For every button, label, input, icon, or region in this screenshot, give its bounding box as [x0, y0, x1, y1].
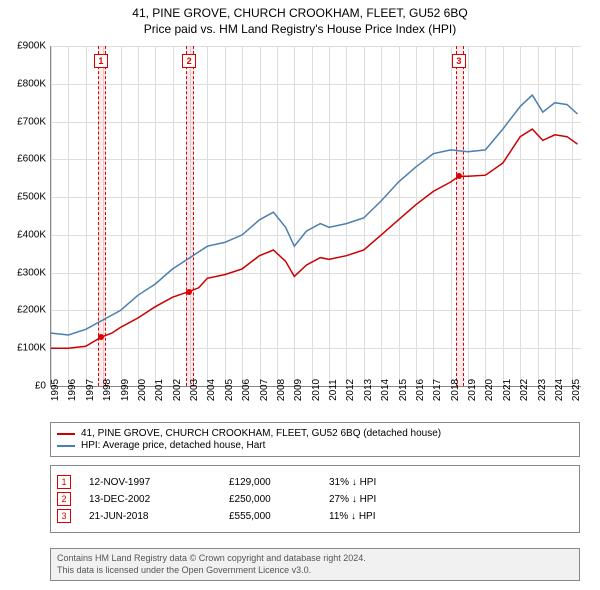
legend-label: 41, PINE GROVE, CHURCH CROOKHAM, FLEET, … — [81, 428, 441, 439]
x-axis-label: 2022 — [519, 379, 530, 401]
x-axis-label: 2018 — [450, 379, 461, 401]
sale-row-diff: 27% ↓ HPI — [329, 494, 429, 505]
sale-point — [98, 334, 104, 340]
legend-item: HPI: Average price, detached house, Hart — [57, 440, 573, 451]
sale-row-date: 13-DEC-2002 — [89, 494, 229, 505]
footer-line-2: This data is licensed under the Open Gov… — [57, 565, 573, 577]
x-axis-label: 2001 — [154, 379, 165, 401]
legend-box: 41, PINE GROVE, CHURCH CROOKHAM, FLEET, … — [50, 422, 580, 457]
chart-subtitle: Price paid vs. HM Land Registry's House … — [0, 20, 600, 36]
x-axis-label: 2014 — [380, 379, 391, 401]
footer-attribution: Contains HM Land Registry data © Crown c… — [50, 548, 580, 581]
x-axis-label: 2017 — [432, 379, 443, 401]
series-hpi — [51, 95, 578, 335]
y-axis-label: £900K — [17, 41, 46, 52]
sale-row: 1 12-NOV-1997£129,00031% ↓ HPI — [57, 475, 573, 489]
sale-row-price: £555,000 — [229, 511, 329, 522]
x-axis-label: 2015 — [398, 379, 409, 401]
legend-swatch — [57, 445, 75, 447]
x-axis-label: 2013 — [363, 379, 374, 401]
x-axis-label: 2023 — [537, 379, 548, 401]
y-axis-label: £400K — [17, 229, 46, 240]
legend-swatch — [57, 433, 75, 435]
x-axis-label: 2011 — [328, 379, 339, 401]
x-axis-label: 2003 — [189, 379, 200, 401]
sale-row-price: £250,000 — [229, 494, 329, 505]
sale-marker-label: 3 — [452, 54, 466, 68]
sale-marker-label: 2 — [182, 54, 196, 68]
sale-row-price: £129,000 — [229, 477, 329, 488]
sale-row: 2 13-DEC-2002£250,00027% ↓ HPI — [57, 492, 573, 506]
sale-row-date: 21-JUN-2018 — [89, 511, 229, 522]
x-axis-label: 2012 — [345, 379, 356, 401]
x-axis-label: 2024 — [554, 379, 565, 401]
y-axis-label: £800K — [17, 78, 46, 89]
x-axis-label: 2007 — [259, 379, 270, 401]
sale-point — [456, 173, 462, 179]
x-axis-label: 2025 — [571, 379, 582, 401]
x-axis-label: 2021 — [502, 379, 513, 401]
x-axis-label: 1997 — [85, 379, 96, 401]
x-axis-label: 1995 — [50, 379, 61, 401]
sale-row-marker: 2 — [57, 492, 71, 506]
x-axis-label: 2020 — [484, 379, 495, 401]
series-property — [51, 129, 578, 348]
legend-item: 41, PINE GROVE, CHURCH CROOKHAM, FLEET, … — [57, 428, 573, 439]
y-axis-label: £200K — [17, 305, 46, 316]
sale-row-diff: 31% ↓ HPI — [329, 477, 429, 488]
chart-plot-area: 1 2 3 — [50, 46, 581, 387]
sale-point — [186, 289, 192, 295]
sale-row-marker: 1 — [57, 475, 71, 489]
x-axis-label: 2002 — [172, 379, 183, 401]
y-axis-label: £600K — [17, 154, 46, 165]
sale-row: 3 21-JUN-2018£555,00011% ↓ HPI — [57, 509, 573, 523]
y-axis-label: £0 — [35, 381, 46, 392]
sale-row-marker: 3 — [57, 509, 71, 523]
y-axis-label: £300K — [17, 267, 46, 278]
x-axis-label: 2005 — [224, 379, 235, 401]
x-axis-label: 2010 — [311, 379, 322, 401]
x-axis-label: 2006 — [241, 379, 252, 401]
footer-line-1: Contains HM Land Registry data © Crown c… — [57, 553, 573, 565]
x-axis-label: 1999 — [120, 379, 131, 401]
x-axis-label: 2004 — [206, 379, 217, 401]
sale-marker-label: 1 — [94, 54, 108, 68]
y-axis-label: £500K — [17, 192, 46, 203]
sales-table: 1 12-NOV-1997£129,00031% ↓ HPI 2 13-DEC-200… — [50, 465, 580, 533]
chart-title: 41, PINE GROVE, CHURCH CROOKHAM, FLEET, … — [0, 0, 600, 20]
x-axis-label: 1998 — [102, 379, 113, 401]
sale-row-date: 12-NOV-1997 — [89, 477, 229, 488]
y-axis-label: £100K — [17, 343, 46, 354]
x-axis-label: 2008 — [276, 379, 287, 401]
x-axis-label: 1996 — [67, 379, 78, 401]
x-axis-label: 2019 — [467, 379, 478, 401]
y-axis-label: £700K — [17, 116, 46, 127]
x-axis-label: 2016 — [415, 379, 426, 401]
x-axis-label: 2009 — [293, 379, 304, 401]
x-axis-label: 2000 — [137, 379, 148, 401]
legend-label: HPI: Average price, detached house, Hart — [81, 440, 265, 451]
sale-row-diff: 11% ↓ HPI — [329, 511, 429, 522]
